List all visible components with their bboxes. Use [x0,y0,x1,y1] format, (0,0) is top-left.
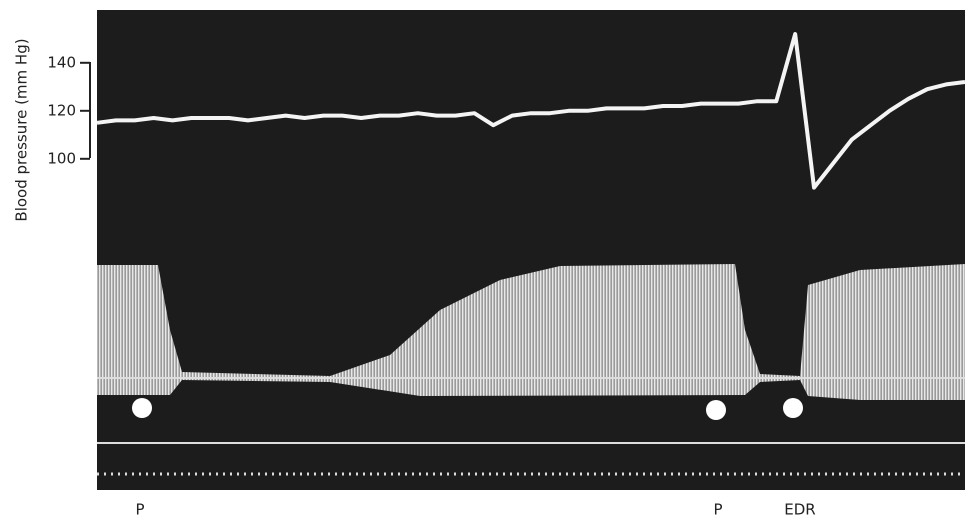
event-label: P [135,501,144,519]
stimulus-marker [783,398,803,418]
y-axis-label: Blood pressure (mm Hg) [13,38,31,221]
stimulus-marker [706,400,726,420]
event-label: EDR [784,501,815,519]
figure: Blood pressure (mm Hg) P P EDR 100 120 140 [0,0,965,519]
recording-background [97,10,965,490]
stimulus-marker [132,398,152,418]
y-tick-label: 120 [47,101,76,119]
y-tick-label: 140 [47,53,76,71]
y-tick-label: 100 [47,149,76,167]
event-label: P [713,501,722,519]
